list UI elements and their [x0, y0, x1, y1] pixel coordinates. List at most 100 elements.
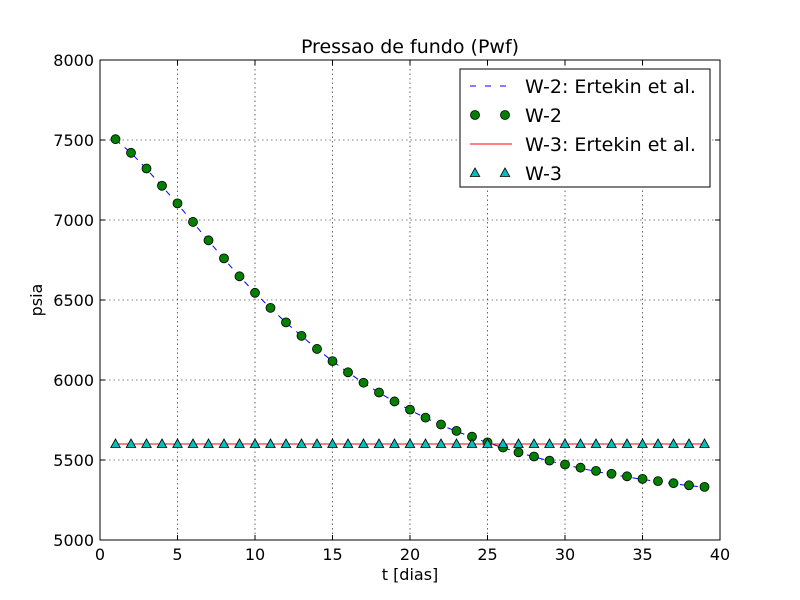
w2-data-point — [203, 235, 214, 246]
w2-data-point — [436, 419, 446, 430]
legend-label: W-2: Ertekin et al. — [525, 76, 696, 98]
y-tick-label: 7500 — [53, 131, 94, 150]
legend-item: W-2: Ertekin et al. — [470, 76, 696, 98]
w2-data-point — [420, 412, 431, 423]
x-axis-title: t [dias] — [382, 565, 439, 584]
w3-data-point — [311, 438, 323, 448]
w3-data-point — [187, 438, 199, 448]
x-tick-label: 30 — [555, 545, 575, 564]
legend-label: W-2 — [525, 105, 562, 127]
w3-data-point — [513, 438, 524, 448]
series-0 — [115, 139, 705, 488]
w3-data-point — [482, 438, 493, 448]
w2-data-point — [110, 134, 121, 145]
w3-data-point — [683, 438, 695, 448]
w2-data-point — [451, 425, 462, 436]
w3-data-point — [575, 438, 586, 448]
x-tick-label: 35 — [632, 545, 652, 564]
y-tick-label: 8000 — [53, 51, 94, 70]
legend-label: W-3 — [525, 163, 562, 185]
legend-item: W-2 — [470, 105, 562, 127]
w2-data-point — [141, 163, 152, 174]
w3-data-point — [544, 438, 555, 448]
series-3 — [110, 438, 710, 448]
w2-data-point — [529, 451, 539, 462]
w3-data-point — [606, 438, 617, 448]
w2-data-point — [637, 473, 648, 484]
w3-data-point — [265, 438, 276, 448]
w2-data-point — [591, 465, 601, 476]
w3-data-point — [327, 438, 338, 448]
w3-data-point — [203, 438, 214, 448]
legend-swatch-triangle — [499, 167, 511, 177]
w2-data-point — [250, 287, 260, 298]
w2-data-point — [374, 387, 384, 398]
w3-data-point — [435, 438, 447, 448]
w3-data-point — [141, 438, 152, 448]
w2-data-point — [513, 447, 524, 458]
y-tick-label: 6500 — [53, 291, 94, 310]
legend-box — [459, 68, 711, 188]
grid — [100, 60, 720, 540]
w3-data-point — [528, 438, 540, 448]
w2-data-point — [544, 455, 555, 466]
w2-data-point — [281, 317, 291, 328]
legend-item: W-3: Ertekin et al. — [470, 134, 696, 156]
w2-data-point — [358, 377, 369, 388]
legend-swatch-circle — [470, 110, 480, 120]
w2-data-point — [560, 459, 570, 470]
w3-data-point — [451, 438, 462, 448]
w3-data-point — [389, 438, 400, 448]
w3-data-point — [652, 438, 664, 448]
plot-series — [110, 134, 710, 492]
w2-data-point — [699, 481, 710, 492]
w2-data-point — [312, 344, 322, 354]
w2-data-point — [296, 330, 307, 341]
y-axis-title: psia — [27, 284, 46, 317]
legend-item: W-3 — [469, 163, 562, 185]
w3-data-point — [342, 438, 354, 448]
y-tick-label: 5500 — [53, 451, 94, 470]
w3-data-point — [404, 438, 416, 448]
w3-data-point — [420, 438, 431, 448]
legend-label: W-3: Ertekin et al. — [525, 134, 696, 156]
w2-data-point — [219, 253, 229, 264]
w3-data-point — [234, 438, 245, 448]
w2-data-point — [234, 271, 245, 282]
series-1 — [110, 134, 710, 492]
x-tick-label: 15 — [322, 545, 342, 564]
w3-data-point — [621, 438, 633, 448]
w3-data-point — [637, 438, 648, 448]
w3-data-point — [218, 438, 230, 448]
legend-swatch-triangle — [469, 167, 481, 177]
w2-data-point — [622, 471, 632, 482]
legend: W-2: Ertekin et al. W-2 W-3: Ertekin et al… — [459, 68, 711, 188]
x-tick-label: 25 — [477, 545, 497, 564]
w2-data-point — [668, 478, 679, 489]
w3-data-point — [590, 438, 602, 448]
w3-data-point — [699, 438, 710, 448]
w2-data-point — [265, 302, 276, 313]
w2-data-point — [684, 480, 694, 491]
w2-data-point — [606, 468, 617, 479]
w2-data-point — [172, 198, 183, 209]
w3-data-point — [668, 438, 679, 448]
x-tick-label: 10 — [245, 545, 265, 564]
w3-data-point — [249, 438, 261, 448]
w3-data-point — [466, 438, 478, 448]
w2-data-point — [157, 180, 167, 191]
x-tick-label: 0 — [95, 545, 105, 564]
axis-ticks: 0 5 10 15 20 25 30 35 40 5000 5500 6000 6500 7000 7500… — [53, 51, 730, 564]
w3-data-point — [156, 438, 168, 448]
w3-data-point — [172, 438, 183, 448]
w2-model-line — [115, 139, 705, 488]
w3-data-point — [373, 438, 385, 448]
w2-data-point — [575, 462, 586, 473]
chart-title: Pressao de fundo (Pwf) — [301, 36, 519, 58]
w2-data-point — [405, 404, 415, 415]
w2-data-point — [343, 367, 353, 378]
w3-data-point — [358, 438, 369, 448]
w2-data-point — [188, 217, 198, 227]
w3-data-point — [280, 438, 292, 448]
